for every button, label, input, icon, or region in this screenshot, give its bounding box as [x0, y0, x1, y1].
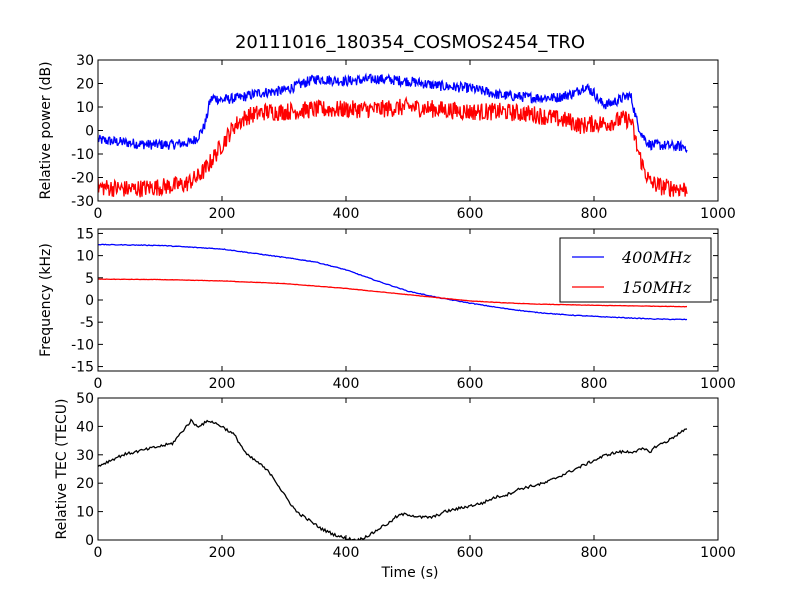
- y-tick-label: 10: [76, 505, 94, 521]
- y-tick-label: 0: [85, 533, 94, 549]
- x-tick-label: 600: [457, 545, 484, 561]
- y-tick-label: 40: [76, 419, 94, 435]
- x-tick-label: 200: [209, 376, 236, 392]
- y-tick-label: -5: [80, 315, 94, 331]
- panel-3: 0 200 400 600 800 1000 0 10 20 30 40 50 Relative TEC…: [54, 391, 736, 561]
- panels-group: 0 200 400 600 800 1000-30-20-100102030Relativ…: [38, 53, 736, 561]
- y-tick-label: 50: [76, 391, 94, 407]
- x-tick-label: 400: [333, 376, 360, 392]
- x-tick-label: 400: [333, 545, 360, 561]
- y-tick-label: -10: [71, 147, 94, 163]
- x-tick-label: 600: [457, 376, 484, 392]
- y-tick-label: -10: [71, 337, 94, 353]
- figure-title: 20111016_180354_COSMOS2454_TRO: [235, 32, 585, 53]
- x-tick-label: 200: [209, 545, 236, 561]
- x-tick-label: 0: [94, 206, 103, 222]
- y-tick-label: -15: [71, 360, 94, 376]
- series-line-2: [98, 278, 688, 308]
- series-line-1: [98, 72, 688, 154]
- x-tick-label: 800: [581, 545, 608, 561]
- x-tick-label: 400: [333, 206, 360, 222]
- y-tick-label: 0: [85, 124, 94, 140]
- x-tick-label: 600: [457, 206, 484, 222]
- y-tick-label: -30: [71, 194, 94, 210]
- y-tick-label: 0: [85, 293, 94, 309]
- y-axis-label: Relative power (dB): [38, 61, 54, 199]
- legend: 400MHz 150MHz: [559, 237, 712, 303]
- panel-1: 0 200 400 600 800 1000 -30 -20 -10 0 10 20 30 Relativ…: [38, 53, 736, 222]
- x-tick-label: 800: [581, 376, 608, 392]
- y-tick-label: 30: [76, 53, 94, 69]
- x-tick-label: 1000: [700, 376, 736, 392]
- y-tick-label: 5: [85, 271, 94, 287]
- x-axis-label: Time (s): [381, 565, 439, 581]
- panel-2: 0 200 400 600 800 1000 -15 -10 -5 0 5 10 15 Frequency…: [38, 226, 736, 392]
- y-tick-label: 15: [76, 226, 94, 242]
- y-tick-label: 10: [76, 100, 94, 116]
- y-axis-label: Relative TEC (TECU): [54, 399, 70, 540]
- y-tick-label: 20: [76, 77, 94, 93]
- x-tick-label: 800: [581, 206, 608, 222]
- x-tick-label: 0: [94, 376, 103, 392]
- x-tick-label: 200: [209, 206, 236, 222]
- x-tick-label: 0: [94, 545, 103, 561]
- series-line-2: [98, 95, 688, 198]
- legend-label: 150MHz: [622, 278, 692, 297]
- series-line-1: [98, 243, 688, 321]
- series-line-1: [98, 418, 688, 540]
- legend-label: 400MHz: [621, 248, 692, 267]
- y-tick-label: 10: [76, 249, 94, 265]
- x-tick-label: 1000: [700, 545, 736, 561]
- legend-box: [559, 237, 712, 303]
- x-tick-label: 1000: [700, 206, 736, 222]
- y-axis-label: Frequency (kHz): [38, 243, 54, 357]
- axes-frame: [97, 397, 719, 541]
- y-tick-label: 30: [76, 448, 94, 464]
- y-tick-label: 20: [76, 476, 94, 492]
- y-tick-label: -20: [71, 171, 94, 187]
